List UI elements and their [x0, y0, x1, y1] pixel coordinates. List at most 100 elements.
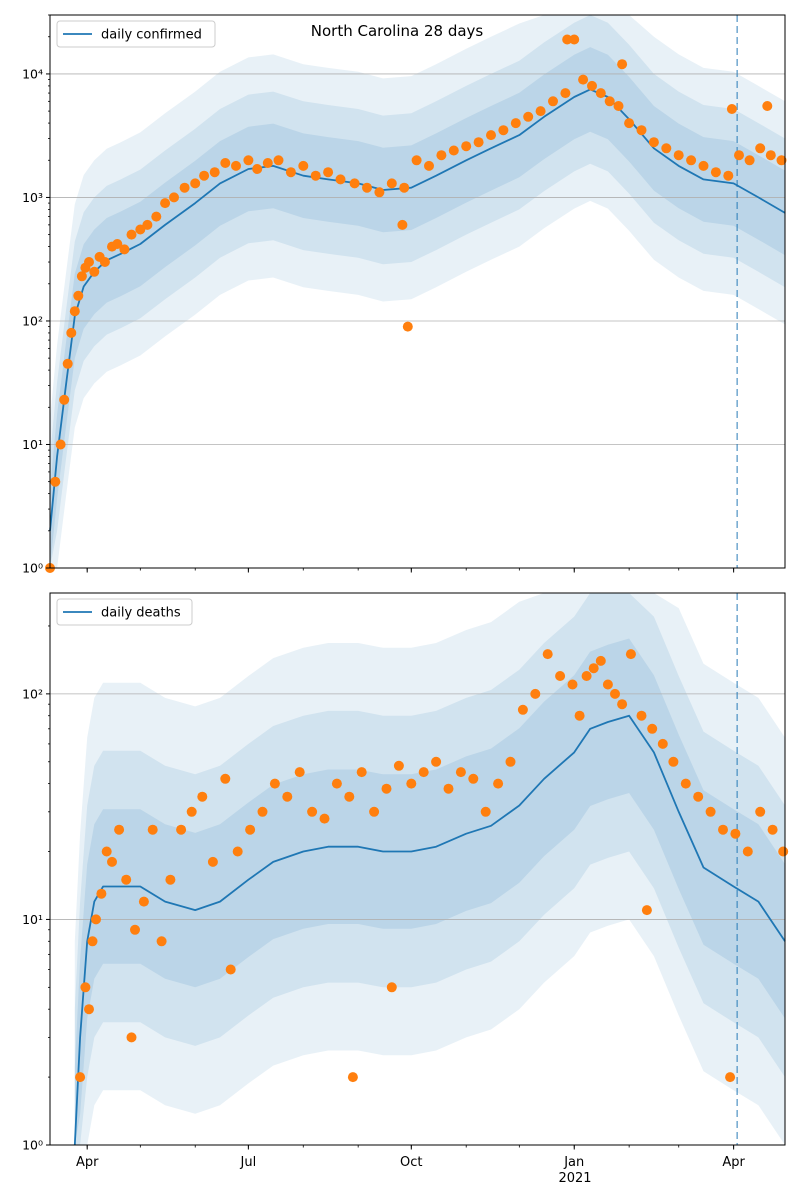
- confirmed-observed-point: [424, 160, 434, 171]
- deaths-observed-point: [767, 824, 778, 835]
- confirmed-observed-point: [486, 130, 496, 141]
- deaths-observed-point: [225, 964, 236, 975]
- deaths-observed-point: [588, 663, 599, 674]
- confirmed-observed-point: [399, 182, 410, 193]
- confirmed-observed-point: [402, 321, 413, 332]
- deaths-observed-point: [197, 791, 208, 802]
- confirmed-observed-point: [231, 160, 241, 171]
- deaths-observed-point: [418, 767, 429, 778]
- confirmed-observed-point: [169, 192, 179, 203]
- confirmed-observed-point: [262, 158, 273, 168]
- deaths-axes-frame: [49, 592, 786, 1146]
- deaths-observed-point: [505, 756, 516, 767]
- confirmed-observed-point: [62, 358, 73, 369]
- deaths-observed-point: [406, 778, 417, 789]
- confirmed-observed-point: [273, 155, 284, 166]
- deaths-y-tick-label: 10²: [22, 686, 43, 701]
- confirmed-observed-point: [710, 167, 721, 178]
- confirmed-observed-point: [59, 394, 70, 405]
- confirmed-observed-point: [69, 306, 80, 317]
- deaths-observed-point: [647, 723, 658, 734]
- deaths-observed-point: [742, 846, 753, 857]
- confirmed-observed-point: [220, 158, 231, 168]
- confirmed-axes-frame: [49, 14, 786, 569]
- deaths-observed-point: [555, 671, 566, 681]
- deaths-legend: daily deaths: [56, 598, 193, 626]
- confirmed-observed-point: [151, 211, 162, 222]
- confirmed-observed-point: [734, 150, 744, 161]
- confirmed-y-tick-label: 10²: [22, 313, 43, 328]
- deaths-observed-point: [220, 773, 231, 784]
- deaths-observed-point: [126, 1032, 137, 1043]
- confirmed-observed-point: [726, 104, 737, 114]
- deaths-observed-point: [91, 914, 101, 925]
- confirmed-observed-point: [535, 106, 546, 117]
- confirmed-y-tick-label: 10⁰: [22, 561, 43, 576]
- deaths-observed-point: [595, 655, 606, 666]
- deaths-observed-point: [369, 806, 380, 817]
- confirmed-observed-point: [349, 178, 360, 189]
- deaths-x-tick-label: Oct: [400, 1155, 422, 1170]
- confirmed-observed-point: [199, 170, 210, 181]
- confirmed-observed-point: [436, 150, 447, 161]
- deaths-observed-point: [730, 828, 741, 839]
- deaths-observed-point: [657, 738, 668, 749]
- confirmed-observed-points: [45, 34, 787, 573]
- confirmed-observed-point: [661, 143, 672, 154]
- deaths-model-line: [73, 714, 786, 1146]
- deaths-observed-point: [542, 649, 553, 660]
- deaths-observed-point: [101, 846, 112, 857]
- deaths-x-tick-label: Jan: [563, 1155, 584, 1170]
- confirmed-observed-point: [578, 74, 589, 85]
- deaths-observed-point: [431, 756, 442, 767]
- deaths-observed-point: [574, 710, 585, 721]
- confirmed-y-axis: 10⁰ 10¹ 10² 10³ 10⁴: [22, 14, 50, 576]
- deaths-plot-background: [50, 593, 785, 1145]
- deaths-observed-point: [294, 767, 305, 778]
- deaths-observed-point: [176, 824, 187, 835]
- deaths-observed-point: [443, 783, 454, 794]
- confirmed-observed-point: [66, 327, 77, 338]
- confirmed-observed-point: [587, 80, 597, 91]
- confirmed-observed-point: [119, 244, 130, 255]
- deaths-observed-point: [80, 982, 91, 993]
- deaths-observed-point: [778, 846, 789, 857]
- confirmed-observed-point: [179, 182, 190, 193]
- deaths-observed-point: [617, 699, 628, 710]
- deaths-observed-point: [386, 982, 397, 993]
- deaths-panel: 10⁰ 10¹ 10² Apr Jul Oct Jan Apr daily deaths 2…: [22, 592, 789, 1186]
- deaths-observed-point: [493, 778, 504, 789]
- deaths-observed-point: [269, 778, 280, 789]
- deaths-observed-point: [455, 767, 466, 778]
- deaths-observed-point: [567, 679, 578, 690]
- deaths-observed-point: [636, 710, 647, 721]
- deaths-observed-point: [480, 806, 491, 817]
- confirmed-y-tick-label: 10³: [22, 190, 43, 205]
- deaths-observed-point: [232, 846, 243, 857]
- confirmed-observed-point: [99, 257, 110, 267]
- deaths-observed-point: [186, 806, 197, 817]
- confirmed-band-1: [50, 15, 785, 568]
- deaths-median-path: [73, 714, 786, 1146]
- confirmed-observed-point: [397, 219, 408, 230]
- deaths-observed-point: [602, 679, 613, 690]
- confirmed-observed-point: [55, 439, 66, 450]
- confirmed-x-axis: [86, 568, 735, 573]
- deaths-observed-point: [668, 756, 679, 767]
- confirmed-observed-point: [285, 167, 296, 178]
- confirmed-observed-point: [84, 257, 94, 267]
- deaths-observed-point: [705, 806, 716, 817]
- confirmed-band-2: [50, 15, 785, 568]
- confirmed-observed-point: [604, 96, 615, 107]
- deaths-y-tick-label: 10⁰: [22, 1138, 43, 1153]
- confirmed-observed-point: [595, 88, 606, 99]
- deaths-observed-point: [680, 778, 691, 789]
- confirmed-observed-point: [617, 59, 628, 70]
- deaths-observed-point: [581, 671, 592, 681]
- confirmed-observed-point: [252, 164, 263, 174]
- deaths-observed-point: [130, 924, 140, 935]
- deaths-observed-point: [468, 773, 479, 784]
- confirmed-observed-point: [510, 118, 521, 129]
- confirmed-observed-point: [160, 198, 171, 209]
- deaths-observed-point: [245, 824, 256, 835]
